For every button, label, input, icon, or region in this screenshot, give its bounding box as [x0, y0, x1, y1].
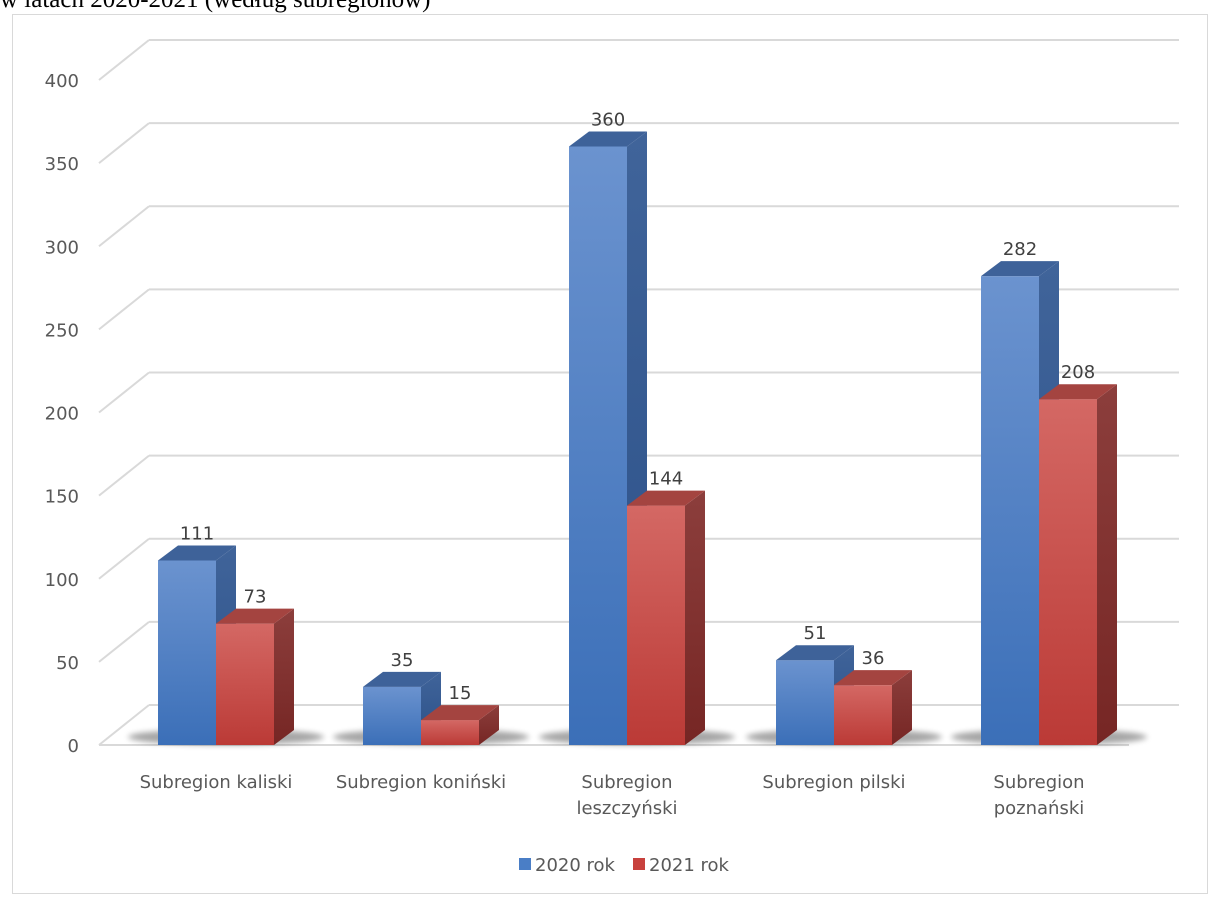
x-axis-labels: Subregion kaliski Subregion koniński Subre…: [140, 772, 1085, 819]
bar-2020: [981, 276, 1039, 745]
bar-2021: [1039, 399, 1097, 745]
x-tick-label: Subregion leszczyński: [576, 772, 677, 819]
bar-top: [1039, 384, 1117, 400]
bar-top: [363, 671, 441, 687]
bar-top: [834, 670, 912, 686]
y-tick-label: 350: [45, 154, 79, 175]
data-label: 15: [449, 683, 472, 704]
y-tick-label: 200: [45, 404, 79, 425]
legend-swatch-2021: [633, 858, 645, 870]
data-label: 144: [649, 469, 683, 490]
y-tick-label: 250: [45, 320, 79, 341]
bar-2020: [158, 560, 216, 745]
bar-2020: [776, 660, 834, 745]
y-axis: 0 50 100 150 200 250 300 350 400: [45, 71, 79, 757]
gridline-diagonal: [98, 122, 150, 164]
data-label: 36: [862, 648, 885, 669]
gridline-diagonal: [98, 537, 150, 580]
data-label: 282: [1003, 239, 1037, 260]
bar-top: [158, 545, 236, 561]
bar-2020: [363, 686, 421, 745]
data-label: 73: [244, 587, 267, 608]
x-tick-label: Subregion kaliski: [140, 772, 293, 793]
gridline-diagonal: [98, 621, 150, 663]
gridline-diagonal: [98, 288, 150, 331]
chart-title-fragment: w latach 2020-2021 (według subregionów): [0, 0, 430, 14]
y-tick-label: 100: [45, 570, 79, 591]
bar-top: [776, 645, 854, 661]
gridline-diagonal: [98, 205, 150, 248]
bar-top: [569, 131, 647, 147]
bars: 111 73 35 15 360 144 51 36 282 208: [128, 110, 1147, 745]
gridline-diagonal: [98, 704, 150, 746]
y-tick-label: 0: [68, 736, 79, 757]
bar-2021: [834, 685, 892, 745]
legend-swatch-2020: [519, 858, 531, 870]
bar-side: [1097, 384, 1117, 745]
y-tick-label: 50: [56, 653, 79, 674]
y-tick-label: 400: [45, 71, 79, 92]
bar-side: [892, 670, 912, 745]
legend-label: 2020 rok: [535, 855, 616, 876]
legend-label: 2021 rok: [649, 855, 730, 876]
bar-chart-3d: 0 50 100 150 200 250 300 350 400 111 73 35 15 360 144…: [45, 39, 1179, 876]
data-label: 35: [391, 650, 414, 671]
data-label: 111: [180, 523, 214, 544]
bar-top: [421, 705, 499, 721]
bar-top: [216, 608, 294, 624]
data-label: 360: [591, 110, 625, 131]
legend: 2020 rok 2021 rok: [519, 855, 730, 876]
y-tick-label: 300: [45, 237, 79, 258]
gridline-diagonal: [98, 39, 150, 81]
x-tick-label: Subregion koniński: [336, 772, 506, 793]
bar-top: [981, 261, 1059, 277]
bar-2021: [421, 720, 479, 745]
x-tick-label: Subregion pilski: [762, 772, 905, 793]
y-tick-label: 150: [45, 487, 79, 508]
chart-area: 0 50 100 150 200 250 300 350 400 111 73 35 15 360 144…: [12, 14, 1208, 894]
bar-2020: [569, 146, 627, 745]
data-label: 51: [804, 623, 827, 644]
bar-side: [685, 490, 705, 745]
gridline-diagonal: [98, 454, 150, 497]
bar-side: [479, 705, 499, 745]
bar-top: [627, 490, 705, 506]
bar-side: [274, 608, 294, 745]
bar-2021: [216, 623, 274, 745]
data-label: 208: [1061, 362, 1095, 383]
bar-2021: [627, 505, 685, 745]
gridline-diagonal: [98, 371, 150, 414]
x-tick-label: Subregion poznański: [993, 772, 1084, 819]
